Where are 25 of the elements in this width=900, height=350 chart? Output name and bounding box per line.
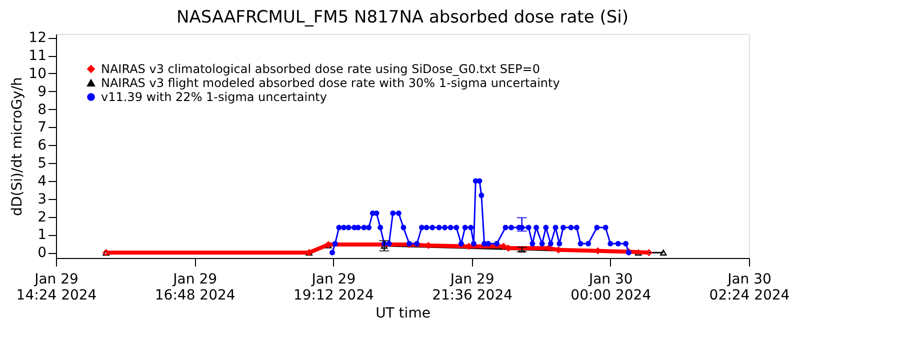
y-axis-title: dD(Si)/dt microGy/h <box>10 77 26 216</box>
x-axis-title: UT time <box>376 306 430 322</box>
legend-label: v11.39 with 22% 1-sigma uncertainty <box>101 90 327 104</box>
y-tick-label: 6 <box>38 138 47 154</box>
y-tick-label: 3 <box>38 191 46 208</box>
y-tick-label: 2 <box>38 209 46 226</box>
x-tick-label: Jan 29 14:24 2024 <box>16 272 97 304</box>
legend-label: NAIRAS v3 climatological absorbed dose rate using SiDose_G0.txt SEP=0 <box>101 62 540 76</box>
x-tick-label: Jan 29 16:48 2024 <box>154 272 236 304</box>
y-tick-label: 9 <box>38 84 46 100</box>
y-tick-label: 0 <box>38 245 46 262</box>
legend-label: NAIRAS v3 flight modeled absorbed dose rate with 30% 1-sigma uncertainty <box>101 76 560 90</box>
y-tick-label: 12 <box>28 30 46 46</box>
y-tick-label: 7 <box>38 120 46 136</box>
x-tick-label: Jan 30 00:00 2024 <box>570 272 652 304</box>
chart-title: NASAAFRCMUL_FM5 N817NA absorbed dose rate (Si) <box>176 8 628 28</box>
x-tick-label: Jan 29 21:36 2024 <box>432 272 513 304</box>
y-tick-label: 4 <box>38 173 47 190</box>
y-tick-label: 10 <box>28 66 46 82</box>
y-tick-label: 11 <box>28 48 46 64</box>
x-tick-label: Jan 29 19:12 2024 <box>293 272 374 304</box>
y-tick-label: 5 <box>38 156 46 172</box>
y-tick-label: 8 <box>38 102 46 118</box>
x-tick-label: Jan 30 02:24 2024 <box>709 272 790 304</box>
y-tick-label: 1 <box>38 227 46 244</box>
